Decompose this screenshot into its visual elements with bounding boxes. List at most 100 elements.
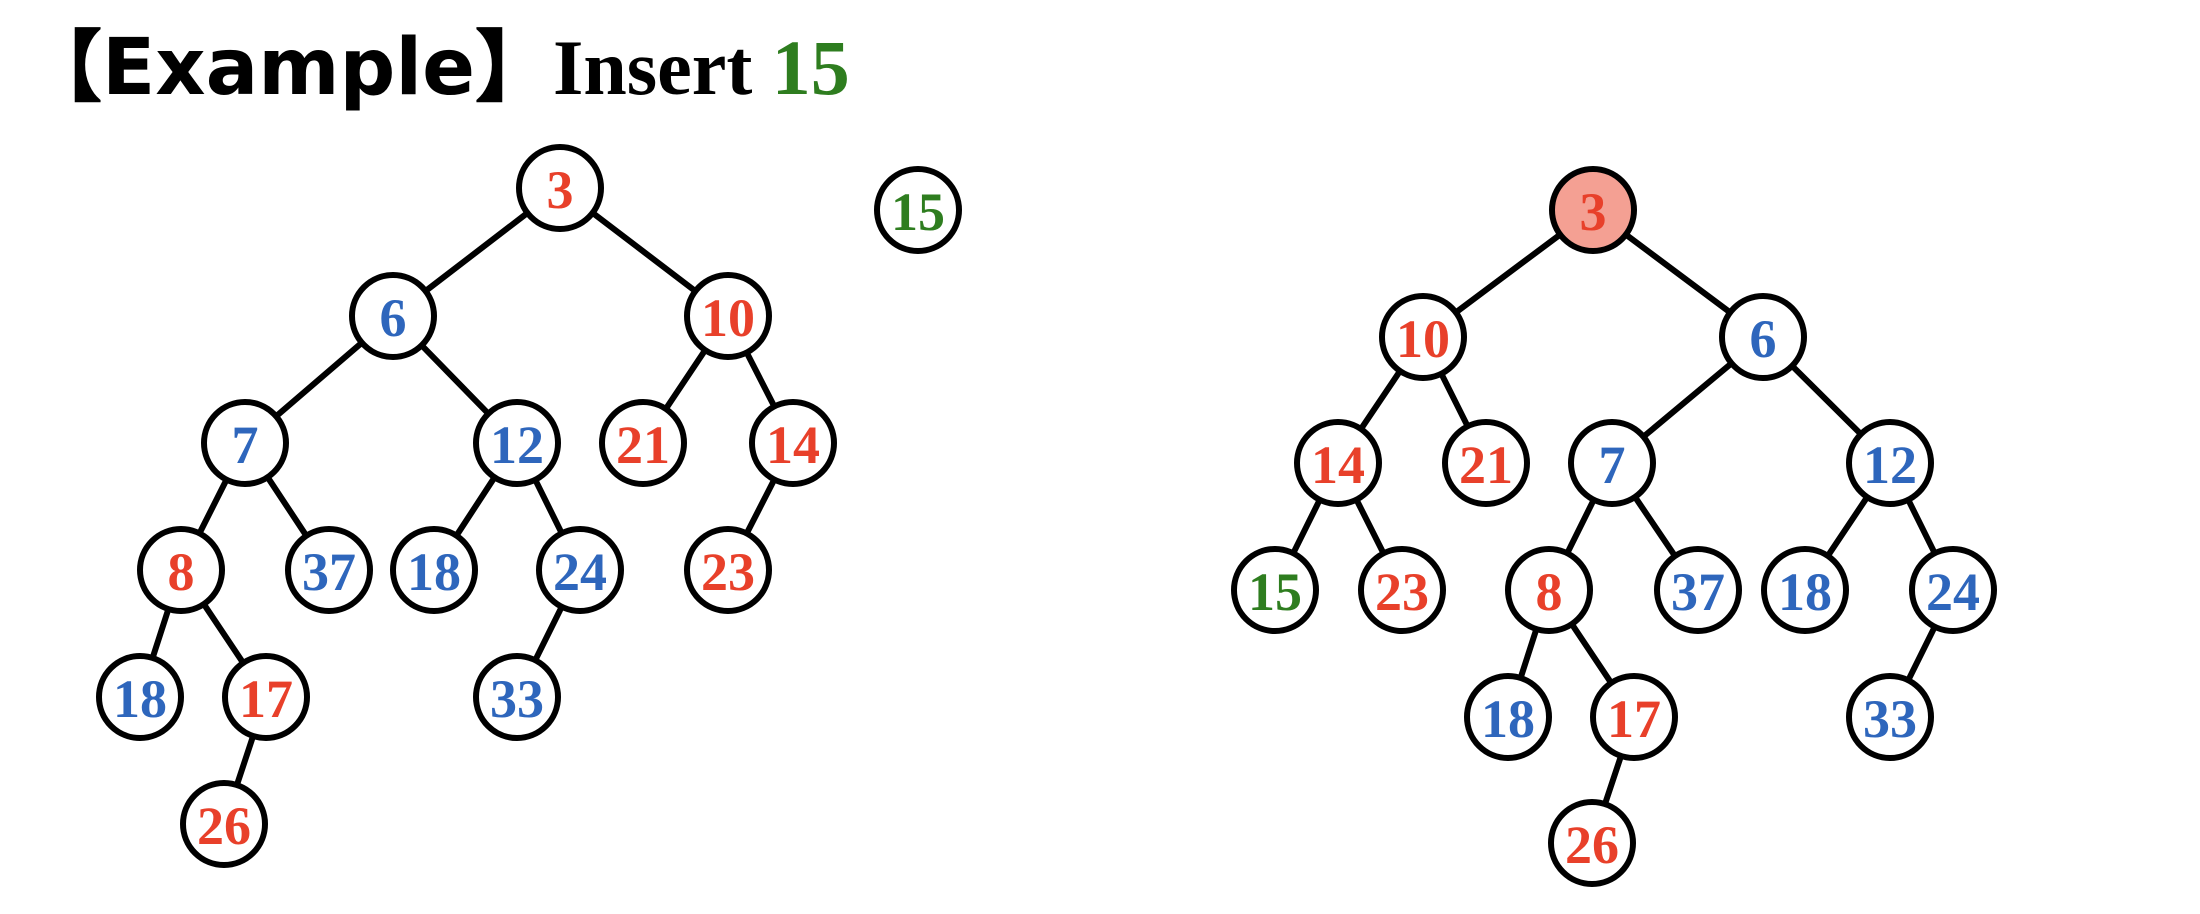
tree-node-24: 24 xyxy=(536,526,624,614)
tree-edge xyxy=(1622,231,1734,316)
tree-node-26: 26 xyxy=(1548,799,1636,887)
node-circle xyxy=(473,653,561,741)
tree-edge xyxy=(1640,360,1735,440)
node-value: 14 xyxy=(1311,435,1365,495)
node-circle xyxy=(180,780,268,868)
node-value: 21 xyxy=(616,415,670,475)
node-value: 23 xyxy=(1375,562,1429,622)
tree-node-23: 23 xyxy=(684,526,772,614)
title-example-label: 【Example】 xyxy=(24,23,553,113)
node-value: 8 xyxy=(1536,562,1563,622)
tree-node-12: 12 xyxy=(473,399,561,487)
node-circle xyxy=(684,272,772,360)
tree-edge xyxy=(589,209,699,295)
node-circle xyxy=(1846,419,1934,507)
node-value: 18 xyxy=(407,542,461,602)
tree-edge xyxy=(1631,493,1679,560)
tree-edge xyxy=(149,606,172,661)
tree-edge xyxy=(418,342,492,417)
title-insert-value: 15 xyxy=(771,24,850,111)
node-circle xyxy=(1548,799,1636,887)
tree-node-15: 15 xyxy=(1231,546,1319,634)
node-value: 10 xyxy=(1396,309,1450,369)
tree-edge xyxy=(1564,496,1597,557)
node-circle xyxy=(1379,293,1467,381)
node-value: 6 xyxy=(1750,309,1777,369)
tree-edge xyxy=(196,476,230,537)
node-circle xyxy=(1231,546,1319,634)
tree-edge xyxy=(200,601,247,666)
node-circle xyxy=(285,526,373,614)
tree-edge xyxy=(532,476,565,537)
node-value: 24 xyxy=(553,542,607,602)
tree-node-7: 7 xyxy=(201,399,289,487)
node-value: 37 xyxy=(302,542,356,602)
tree-edge xyxy=(743,476,778,537)
node-value: 3 xyxy=(547,160,574,220)
node-value: 21 xyxy=(1459,435,1513,495)
node-circle xyxy=(516,144,604,232)
tree-edge xyxy=(1824,494,1871,559)
tree-node-33: 33 xyxy=(1846,673,1934,761)
tree-edge xyxy=(1353,496,1387,557)
tree-node-18: 18 xyxy=(390,526,478,614)
tree-node-10: 10 xyxy=(684,272,772,360)
tree-node-7: 7 xyxy=(1568,419,1656,507)
tree-edge xyxy=(1601,752,1625,808)
tree-edge xyxy=(1905,496,1938,557)
tree-node-6: 6 xyxy=(349,272,437,360)
tree-node-18: 18 xyxy=(1464,673,1552,761)
node-circle xyxy=(473,399,561,487)
node-value: 15 xyxy=(891,182,945,242)
tree-node-21: 21 xyxy=(599,399,687,487)
node-circle xyxy=(749,399,837,487)
node-circle xyxy=(1761,546,1849,634)
node-circle xyxy=(1654,546,1742,634)
title-action-label: Insert xyxy=(552,24,753,111)
tree-edge xyxy=(1290,496,1323,557)
tree-node-33: 33 xyxy=(473,653,561,741)
node-value: 26 xyxy=(1565,815,1619,875)
tree-nodes: 3 6 10 7 12 21 14 8 37 18 24 23 18 17 33 26 15 3 10 6 14 21 7 1… xyxy=(96,144,1997,887)
tree-edge xyxy=(1357,367,1404,433)
node-value: 12 xyxy=(1863,435,1917,495)
node-value: 18 xyxy=(1778,562,1832,622)
node-circle xyxy=(137,526,225,614)
tree-node-24: 24 xyxy=(1909,546,1997,634)
node-value: 18 xyxy=(1481,689,1535,749)
node-circle xyxy=(1719,293,1807,381)
tree-edge xyxy=(233,732,257,789)
tree-node-17: 17 xyxy=(222,653,310,741)
node-circle xyxy=(684,526,772,614)
node-value: 10 xyxy=(701,288,755,348)
tree-node-6: 6 xyxy=(1719,293,1807,381)
tree-edge xyxy=(743,349,778,410)
tree-edge xyxy=(453,474,498,539)
tree-edge xyxy=(1789,362,1864,438)
tree-node-3: 3 xyxy=(516,144,604,232)
tree-edge xyxy=(264,474,310,539)
node-value: 3 xyxy=(1580,182,1607,242)
node-value: 23 xyxy=(701,542,755,602)
node-value: 14 xyxy=(766,415,820,475)
node-circle xyxy=(1909,546,1997,634)
tree-node-17: 17 xyxy=(1590,673,1678,761)
node-value: 17 xyxy=(1607,689,1661,749)
node-value: 24 xyxy=(1926,562,1980,622)
tree-node-37: 37 xyxy=(285,526,373,614)
node-circle xyxy=(222,653,310,741)
node-value: 8 xyxy=(168,542,195,602)
node-circle xyxy=(349,272,437,360)
tree-edge xyxy=(1517,626,1540,681)
node-circle xyxy=(1294,419,1382,507)
tree-edge xyxy=(273,339,365,420)
node-circle xyxy=(874,166,962,254)
tree-node-8: 8 xyxy=(137,526,225,614)
node-circle xyxy=(1442,419,1530,507)
tree-edge xyxy=(422,209,531,295)
node-value: 26 xyxy=(197,796,251,856)
node-circle xyxy=(1358,546,1446,634)
node-value: 12 xyxy=(490,415,544,475)
tree-node-14: 14 xyxy=(749,399,837,487)
node-value: 33 xyxy=(1863,689,1917,749)
